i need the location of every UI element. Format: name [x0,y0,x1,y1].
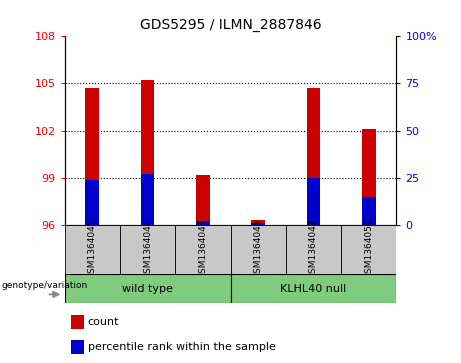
Text: KLHL40 null: KLHL40 null [280,284,347,294]
Bar [251,223,265,225]
Text: percentile rank within the sample: percentile rank within the sample [88,342,276,352]
Bar [362,129,376,225]
Text: wild type: wild type [122,284,173,294]
Bar [175,225,230,274]
Bar [251,220,265,225]
Bar [141,174,154,225]
Bar [65,225,120,274]
Bar [120,225,175,274]
Bar [286,225,341,274]
Bar [71,340,84,354]
Bar [230,225,286,274]
Bar [196,221,210,225]
Bar [141,80,154,225]
Bar [362,197,376,225]
Text: GSM1364046: GSM1364046 [143,218,152,279]
Bar [85,88,99,225]
Text: genotype/variation: genotype/variation [1,281,88,290]
Text: GSM1364049: GSM1364049 [309,218,318,279]
Text: count: count [88,317,119,327]
Bar [65,274,230,303]
Bar [307,88,320,225]
Bar [85,180,99,225]
Text: GSM1364050: GSM1364050 [364,218,373,279]
Text: GSM1364048: GSM1364048 [254,218,263,279]
Bar [196,175,210,225]
Bar [71,315,84,329]
Bar [230,274,396,303]
Text: GSM1364047: GSM1364047 [198,218,207,279]
Bar [341,225,396,274]
Bar [307,178,320,225]
Text: GSM1364045: GSM1364045 [88,218,97,279]
Title: GDS5295 / ILMN_2887846: GDS5295 / ILMN_2887846 [140,19,321,33]
